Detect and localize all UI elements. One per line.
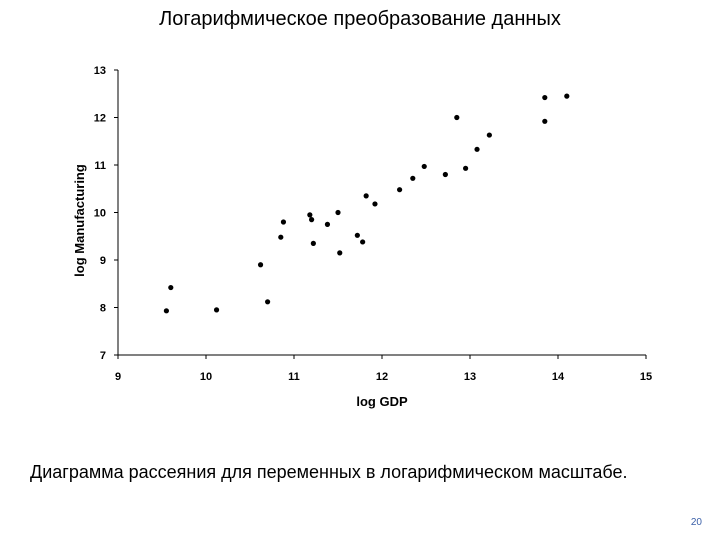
data-point	[410, 175, 416, 181]
y-tick-label: 10	[94, 208, 106, 220]
x-tick-label: 9	[115, 371, 121, 383]
x-axis-label: log GDP	[356, 394, 408, 409]
data-point	[163, 308, 169, 314]
data-point	[474, 146, 480, 152]
data-point	[564, 93, 570, 99]
data-point	[542, 94, 548, 101]
slide-caption: Диаграмма рассеяния для переменных в лог…	[30, 462, 628, 482]
data-point	[454, 114, 460, 121]
data-point	[372, 201, 378, 207]
data-point	[280, 219, 287, 225]
chart-points	[163, 93, 570, 314]
data-point	[363, 193, 369, 199]
data-point	[265, 299, 271, 305]
x-tick-label: 12	[376, 371, 388, 383]
y-tick-label: 9	[100, 255, 106, 267]
y-tick-label: 7	[100, 350, 106, 362]
data-point	[278, 234, 284, 240]
x-tick-label: 13	[464, 371, 476, 383]
data-point	[463, 165, 469, 171]
scatter-chart: 9 10 11 12 13 14 15 7 8 9 10 11 12 13 log GDP log Man…	[72, 65, 652, 409]
x-tick-label: 15	[640, 371, 652, 383]
y-tick-label: 8	[100, 303, 106, 315]
data-point	[310, 240, 316, 246]
y-tick-label: 12	[94, 113, 106, 125]
x-tick-label: 11	[288, 371, 300, 383]
page-number: 20	[690, 517, 702, 528]
data-point	[337, 250, 343, 256]
data-point	[542, 118, 548, 124]
data-point	[397, 187, 403, 193]
x-tick-label: 14	[552, 371, 565, 383]
data-point	[309, 217, 315, 223]
chart-axes	[117, 70, 646, 356]
data-point	[421, 163, 427, 170]
data-point	[335, 209, 341, 216]
chart-ticks: 9 10 11 12 13 14 15 7 8 9 10 11 12 13	[94, 65, 652, 383]
data-point	[257, 262, 264, 268]
data-point	[307, 212, 313, 218]
data-point	[360, 239, 366, 245]
y-tick-label: 11	[94, 160, 106, 172]
slide-title: Логарифмическое преобразование данных	[159, 8, 561, 30]
data-point	[213, 307, 220, 313]
data-point	[354, 232, 360, 238]
data-point	[324, 221, 331, 227]
data-point	[168, 284, 174, 291]
data-point	[442, 171, 448, 178]
data-point	[486, 132, 492, 138]
y-axis-label: log Manufacturing	[72, 164, 87, 277]
x-tick-label: 10	[200, 371, 212, 383]
y-tick-label: 13	[94, 65, 106, 77]
